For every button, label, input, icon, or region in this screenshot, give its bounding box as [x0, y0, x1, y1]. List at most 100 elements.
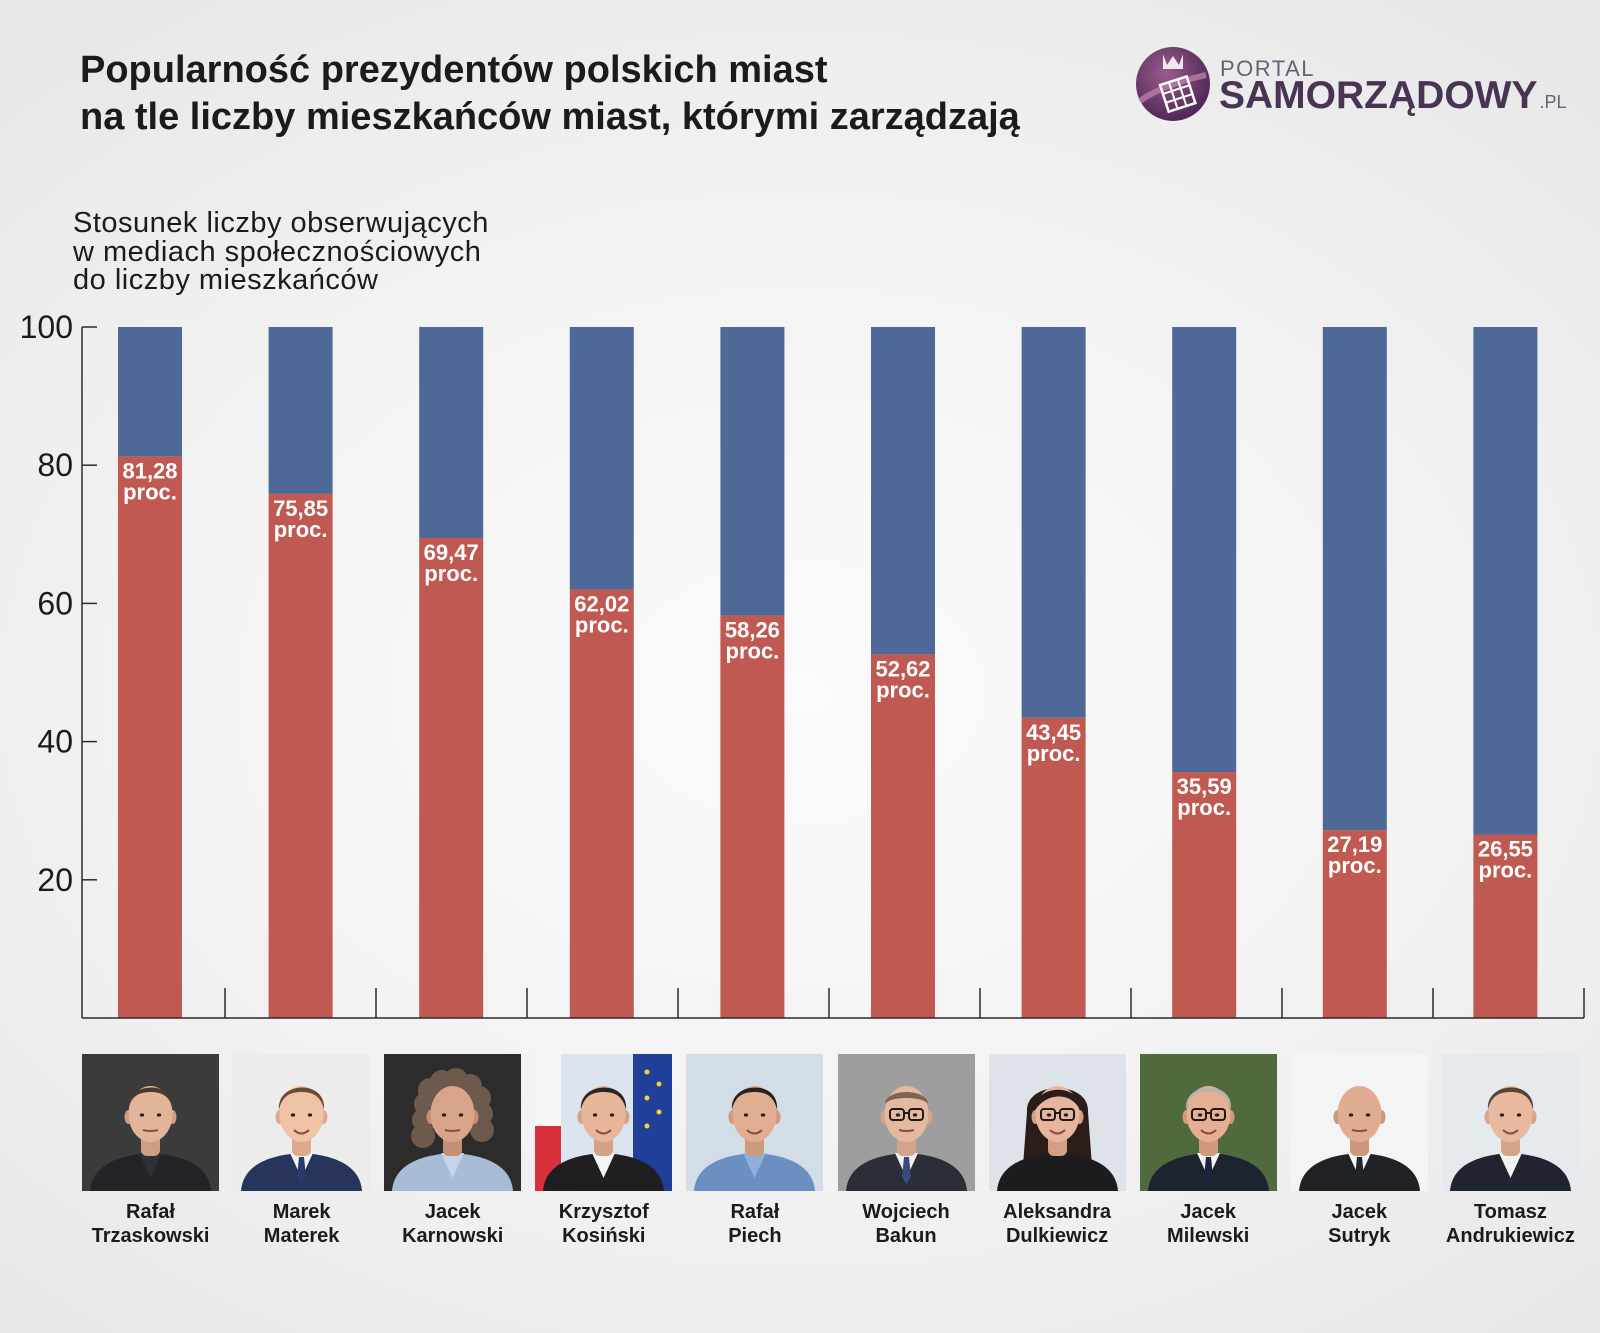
- y-axis-label-line-1: Stosunek liczby obserwujących: [73, 207, 489, 239]
- bars-group: [118, 327, 1538, 1019]
- portrait-image: [1441, 1054, 1579, 1191]
- category-label-rafal-trzaskowski: Rafał Trzaskowski: [71, 1200, 231, 1248]
- portrait-image: [988, 1054, 1126, 1191]
- last-name: Karnowski: [402, 1225, 504, 1247]
- data-label-tomasz-andrukiewicz: 26,55: [1478, 837, 1533, 862]
- portrait-image: [233, 1054, 371, 1191]
- photo-wojciech-bakun: [837, 1054, 975, 1191]
- last-name: Bakun: [875, 1225, 937, 1247]
- bar-value-tomasz-andrukiewicz: [1473, 834, 1538, 1018]
- logo-name: SAMORZĄDOWY .PL: [1219, 76, 1567, 122]
- data-label-aleksandra-dulkiewicz: 43,45: [1026, 720, 1081, 745]
- portrait-image: [384, 1054, 522, 1191]
- data-label-unit-jacek-karnowski: proc.: [424, 561, 478, 586]
- bar-remainder-jacek-sutryk: [1322, 327, 1387, 831]
- photo-jacek-sutryk: [1290, 1054, 1428, 1191]
- category-label-krzysztof-kosinski: Krzysztof Kosiński: [524, 1200, 684, 1248]
- bar-remainder-aleksandra-dulkiewicz: [1021, 327, 1086, 718]
- bar-value-rafal-piech: [720, 615, 785, 1018]
- bar-value-jacek-sutryk: [1322, 830, 1387, 1018]
- first-name: Rafał: [126, 1201, 175, 1223]
- last-name: Materek: [263, 1225, 340, 1247]
- last-name: Kosiński: [562, 1225, 646, 1247]
- y-tick-label-40: 40: [37, 724, 73, 760]
- data-labels-group: 81,28proc.75,85proc.69,47proc.62,02proc.…: [122, 458, 1532, 882]
- bar-remainder-marek-materek: [268, 327, 333, 494]
- first-name: Aleksandra: [1003, 1201, 1112, 1223]
- y-tick-label-80: 80: [37, 447, 73, 483]
- data-label-unit-krzysztof-kosinski: proc.: [575, 612, 629, 637]
- photo-marek-materek: [233, 1054, 371, 1191]
- first-name: Jacek: [1331, 1201, 1388, 1223]
- category-label-jacek-sutryk: Jacek Sutryk: [1279, 1200, 1439, 1248]
- data-label-unit-rafal-piech: proc.: [726, 638, 780, 663]
- bar-value-aleksandra-dulkiewicz: [1021, 717, 1086, 1018]
- data-label-rafal-piech: 58,26: [725, 617, 780, 642]
- first-name: Jacek: [424, 1201, 481, 1223]
- axes-group: 20 40 60 80 100: [20, 309, 1585, 1019]
- bar-value-jacek-milewski: [1172, 772, 1237, 1018]
- bar-remainder-wojciech-bakun: [871, 327, 935, 655]
- last-name: Piech: [728, 1225, 782, 1247]
- y-axis-label-line-3: do liczby mieszkańców: [73, 264, 379, 296]
- bar-value-jacek-karnowski: [419, 537, 484, 1018]
- data-label-jacek-sutryk: 27,19: [1327, 832, 1382, 857]
- bar-remainder-rafal-trzaskowski: [118, 327, 182, 457]
- data-label-unit-rafal-trzaskowski: proc.: [123, 479, 177, 504]
- bar-remainder-jacek-milewski: [1172, 327, 1237, 773]
- last-name: Andrukiewicz: [1445, 1225, 1575, 1247]
- category-label-rafal-piech: Rafał Piech: [675, 1200, 835, 1248]
- photo-rafal-trzaskowski: [82, 1054, 219, 1191]
- photo-krzysztof-kosinski: [535, 1054, 673, 1191]
- last-name: Sutryk: [1328, 1225, 1391, 1247]
- bar-value-krzysztof-kosinski: [569, 589, 634, 1018]
- y-tick-label-60: 60: [37, 585, 73, 621]
- bar-value-wojciech-bakun: [871, 654, 935, 1018]
- bar-value-marek-materek: [268, 493, 333, 1019]
- data-label-marek-materek: 75,85: [273, 496, 328, 521]
- category-label-marek-materek: Marek Materek: [222, 1200, 382, 1248]
- bar-remainder-tomasz-andrukiewicz: [1473, 327, 1538, 835]
- data-label-wojciech-bakun: 52,62: [875, 656, 930, 681]
- data-label-unit-tomasz-andrukiewicz: proc.: [1479, 858, 1533, 883]
- y-axis-label: Stosunek liczby obserwujących w mediach …: [73, 209, 489, 295]
- data-label-jacek-milewski: 35,59: [1177, 774, 1232, 799]
- photo-aleksandra-dulkiewicz: [988, 1054, 1126, 1191]
- category-label-tomasz-andrukiewicz: Tomasz Andrukiewicz: [1430, 1200, 1590, 1248]
- first-name: Tomasz: [1473, 1201, 1547, 1223]
- bar-remainder-rafal-piech: [720, 327, 785, 616]
- last-name: Dulkiewicz: [1005, 1225, 1109, 1247]
- y-tick-label-20: 20: [37, 862, 73, 898]
- portrait-image: [837, 1054, 975, 1191]
- data-label-unit-wojciech-bakun: proc.: [876, 677, 930, 702]
- portrait-image: [82, 1054, 219, 1191]
- category-label-aleksandra-dulkiewicz: Aleksandra Dulkiewicz: [977, 1200, 1137, 1248]
- data-label-jacek-karnowski: 69,47: [424, 540, 479, 565]
- bar-remainder-krzysztof-kosinski: [569, 327, 634, 590]
- data-label-rafal-trzaskowski: 81,28: [122, 458, 177, 483]
- portrait-image: [1290, 1054, 1428, 1191]
- first-name: Krzysztof: [558, 1201, 649, 1223]
- photo-jacek-milewski: [1139, 1054, 1277, 1191]
- y-axis-label-line-2: w mediach społecznościowych: [73, 235, 482, 268]
- first-name: Jacek: [1180, 1201, 1236, 1223]
- portal-samorzadowy-logo-icon: [1136, 47, 1210, 121]
- first-name: Wojciech: [862, 1201, 950, 1223]
- first-name: Marek: [272, 1201, 331, 1223]
- portrait-image: [686, 1054, 824, 1191]
- data-label-unit-aleksandra-dulkiewicz: proc.: [1027, 741, 1081, 766]
- photo-tomasz-andrukiewicz: [1441, 1054, 1579, 1191]
- logo-suffix: .PL: [1539, 92, 1567, 112]
- category-label-jacek-milewski: Jacek Milewski: [1128, 1200, 1288, 1248]
- bar-remainder-jacek-karnowski: [419, 327, 484, 538]
- logo-name-text: SAMORZĄDOWY: [1219, 74, 1538, 117]
- chart-title-line-2: na tle liczby mieszkańców miast, którymi…: [80, 96, 1020, 138]
- last-name: Trzaskowski: [91, 1225, 210, 1247]
- data-label-unit-marek-materek: proc.: [274, 517, 328, 542]
- logo-portal-text: PORTAL: [1220, 56, 1315, 81]
- data-label-unit-jacek-sutryk: proc.: [1328, 853, 1382, 878]
- last-name: Milewski: [1167, 1225, 1250, 1247]
- bar-value-rafal-trzaskowski: [118, 456, 182, 1018]
- portrait-image: [1139, 1054, 1277, 1191]
